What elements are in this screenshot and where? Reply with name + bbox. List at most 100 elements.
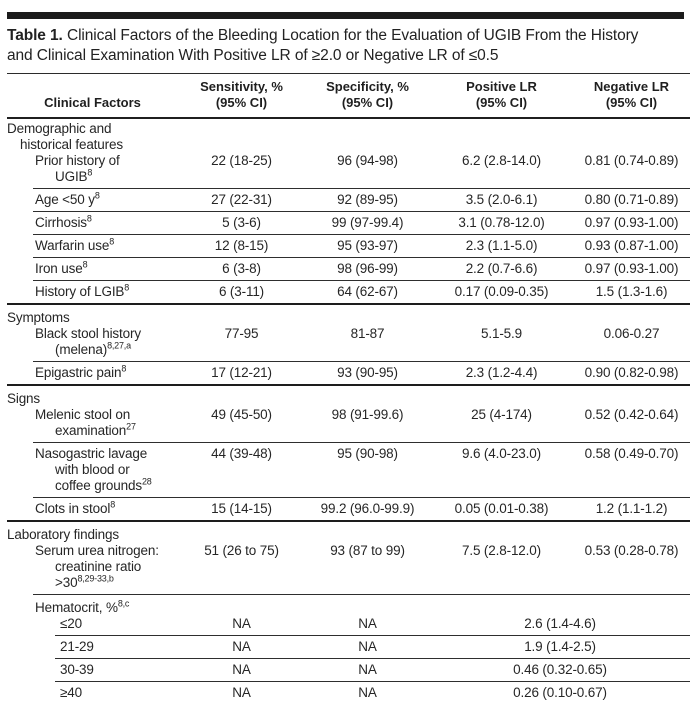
table-row: Prior history of UGIB8 22 (18-25) 96 (94-98… [7,153,690,185]
cell-merged-lr: 2.6 (1.4-4.6) [524,616,596,631]
row-label: Warfarin use8 [7,236,178,254]
label-line: Hematocrit, %8,c [35,598,130,615]
row-label: 21-29 [7,639,178,655]
row-label: ≥40 [7,685,178,701]
row-label: ≤20 [7,616,178,632]
col-header-positive-lr: Positive LR (95% CI) [466,79,537,110]
cell-merged-lr: 0.46 (0.32-0.65) [513,662,607,677]
col-header-negative-lr: Negative LR (95% CI) [593,79,670,110]
section-row: Demographic and historical features [7,119,690,153]
section-row: Laboratory findings [7,525,690,543]
label-line: Laboratory findings [7,527,119,542]
reference-superscript: 8 [109,236,115,247]
cell-positive-lr: 7.5 (2.8-12.0) [462,543,541,558]
cell-positive-lr: 6.2 (2.8-14.0) [462,153,541,168]
table-row: Melenic stool on examination27 49 (45-50) 9… [7,407,690,439]
cell-specificity: 92 (89-95) [337,192,398,207]
label-line: with blood or [55,462,130,477]
col-header-sensitivity: Sensitivity, % (95% CI) [200,79,283,110]
cell-negative-lr: 0.06-0.27 [603,326,660,341]
cell-specificity: NA [358,639,377,654]
cell-negative-lr: 0.97 (0.93-1.00) [584,261,679,276]
row-separator [33,257,690,258]
row-separator [7,384,690,386]
table-body: Demographic and historical features Prior … [7,119,690,702]
table-row: Clots in stool8 15 (14-15) 99.2 (96.0-99.9… [7,500,690,517]
label-line: Serum urea nitrogen: [35,543,159,558]
cell-specificity: 98 (96-99) [337,261,398,276]
label-line: Symptoms [7,310,70,325]
reference-superscript: 28 [141,476,152,487]
empty-cells [178,598,690,616]
label-line: creatinine ratio [55,559,142,574]
row-label: Epigastric pain8 [7,364,178,381]
cell-sensitivity: NA [232,662,251,677]
row-label: Age <50 y8 [7,191,178,208]
row-separator [33,280,690,281]
cell-negative-lr: 0.58 (0.49-0.70) [584,446,679,461]
cell-positive-lr: 5.1-5.9 [481,326,522,341]
cell-sensitivity: NA [232,685,251,700]
row-label: Prior history of UGIB8 [7,153,178,185]
label-line: ≥40 [60,685,82,700]
empty-cells [178,525,690,543]
row-separator [33,234,690,235]
table-row: Serum urea nitrogen: creatinine ratio >308… [7,543,690,591]
row-label: Nasogastric lavage with blood or coffee gr… [7,446,178,494]
label-line: 21-29 [60,639,94,654]
label-line: Prior history of [35,153,120,168]
cell-positive-lr: 2.3 (1.2-4.4) [465,365,538,380]
cell-specificity: 98 (91-99.6) [331,407,404,422]
reference-superscript: 8,29-33,b [77,573,114,584]
cell-negative-lr: 0.80 (0.71-0.89) [584,192,679,207]
cell-negative-lr: 0.53 (0.28-0.78) [584,543,679,558]
cell-sensitivity: 51 (26 to 75) [204,543,279,558]
table-number-label: Table 1. [7,27,63,44]
reference-superscript: 8 [87,167,93,178]
label-line: ≤20 [60,616,82,631]
separator-row [7,185,690,192]
cell-merged-lr: 0.26 (0.10-0.67) [513,685,607,700]
cell-sensitivity: 22 (18-25) [211,153,272,168]
row-separator [55,658,690,659]
row-separator [55,635,690,636]
separator-row [7,655,690,662]
table-row: Nasogastric lavage with blood or coffee gr… [7,446,690,494]
separator-row [7,591,690,598]
cell-positive-lr: 3.1 (0.78-12.0) [458,215,545,230]
cell-specificity: 93 (87 to 99) [330,543,405,558]
cell-sensitivity: NA [232,639,251,654]
row-label: Iron use8 [7,259,178,277]
reference-superscript: 8 [82,259,88,270]
label-line: Black stool history [35,326,141,341]
cell-specificity: 99 (97-99.4) [331,215,404,230]
title-divider [7,73,690,74]
table-row: Black stool history (melena)8,27,a 77-95 81… [7,326,690,358]
section-row: Signs [7,389,690,407]
label-line: (melena)8,27,a [55,340,131,357]
cell-positive-lr: 2.2 (0.7-6.6) [465,261,538,276]
cell-negative-lr: 0.52 (0.42-0.64) [584,407,679,422]
cell-sensitivity: 6 (3-8) [222,261,261,276]
cell-specificity: NA [358,616,377,631]
cell-positive-lr: 0.17 (0.09-0.35) [454,284,549,299]
separator-row [7,208,690,215]
cell-sensitivity: 27 (22-31) [211,192,272,207]
table-row: Cirrhosis8 5 (3-6) 99 (97-99.4) 3.1 (0.78-1… [7,214,690,231]
row-label: Melenic stool on examination27 [7,407,178,439]
cell-sensitivity: 17 (12-21) [211,365,272,380]
row-separator [7,303,690,305]
table-header: Clinical Factors Sensitivity, % (95% CI)… [7,74,690,120]
row-label: Serum urea nitrogen: creatinine ratio >308… [7,543,178,591]
separator-row [7,381,690,389]
cell-sensitivity: 6 (3-11) [218,284,265,299]
row-separator [33,497,690,498]
cell-specificity: 95 (90-98) [337,446,398,461]
table-row: Epigastric pain8 17 (12-21) 93 (90-95) 2.3 … [7,364,690,381]
cell-negative-lr: 0.93 (0.87-1.00) [584,238,679,253]
label-line: 30-39 [60,662,94,677]
section-label: Signs [7,389,178,407]
row-label: Cirrhosis8 [7,214,178,231]
row-separator [33,361,690,362]
